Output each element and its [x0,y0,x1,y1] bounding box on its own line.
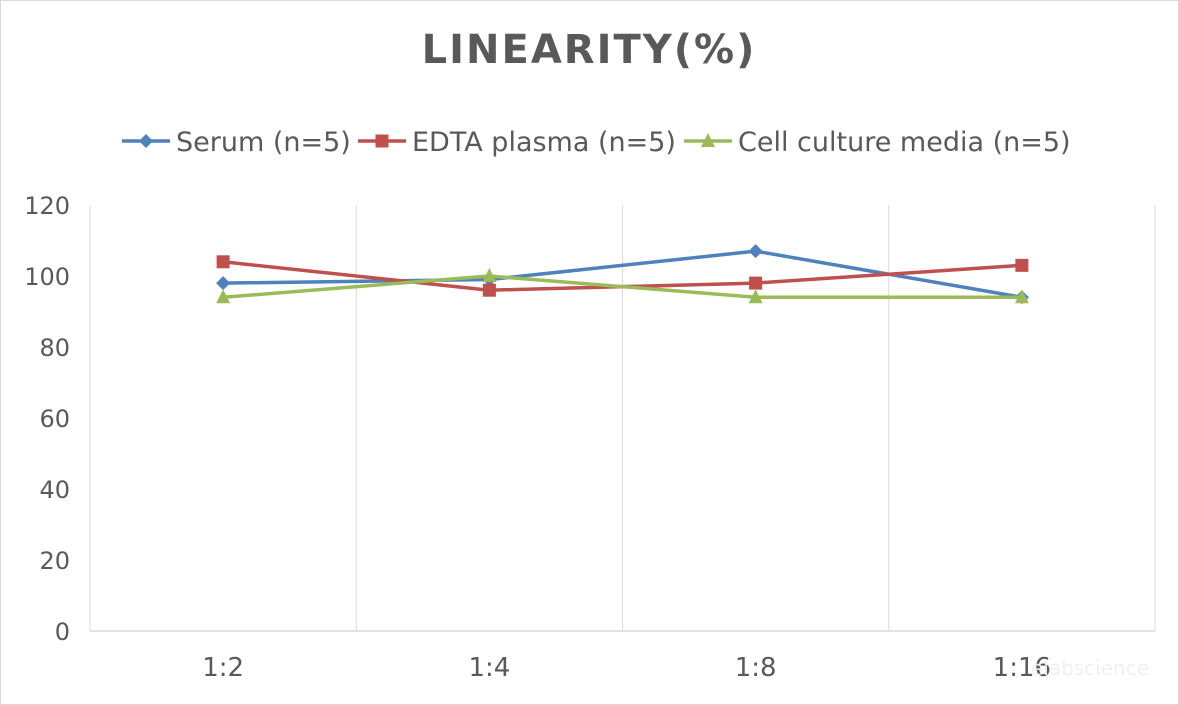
y-tick-label: 60 [39,405,70,433]
data-point [482,268,497,282]
series-2 [216,268,1029,304]
legend-item: EDTA plasma (n=5) [358,127,676,158]
data-point [748,244,763,259]
y-tick-label: 120 [24,192,70,220]
x-tick-label: 1:16 [993,653,1051,683]
y-tick-label: 80 [39,334,70,362]
x-tick-label: 1:8 [735,653,777,683]
x-tick-label: 1:2 [202,653,244,683]
data-point [482,283,496,297]
data-point [749,276,763,290]
y-tick-label: 20 [39,547,70,575]
legend-label: Serum (n=5) [176,127,351,158]
legend-item: Cell culture media (n=5) [684,127,1071,158]
data-point [1015,258,1029,272]
y-tick-label: 100 [24,263,70,291]
x-tick-label: 1:4 [468,653,510,683]
legend-marker-icon [375,134,389,148]
data-point [1014,289,1029,304]
data-point [216,255,230,269]
legend-marker-icon [701,133,715,147]
y-tick-label: 40 [39,476,70,504]
watermark: elabscience [1031,656,1149,680]
legend-label: EDTA plasma (n=5) [412,127,676,158]
series-line [222,274,1022,300]
data-point [748,289,763,304]
legend-label: Cell culture media (n=5) [738,127,1071,158]
chart-title: LINEARITY(%) [422,27,757,73]
data-point [216,276,231,291]
data-point [216,289,231,304]
y-tick-label: 0 [55,618,70,646]
legend-marker-icon [139,134,153,148]
legend-item: Serum (n=5) [122,127,351,158]
